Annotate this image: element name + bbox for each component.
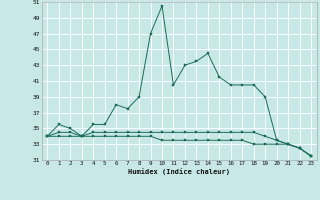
- X-axis label: Humidex (Indice chaleur): Humidex (Indice chaleur): [128, 168, 230, 175]
